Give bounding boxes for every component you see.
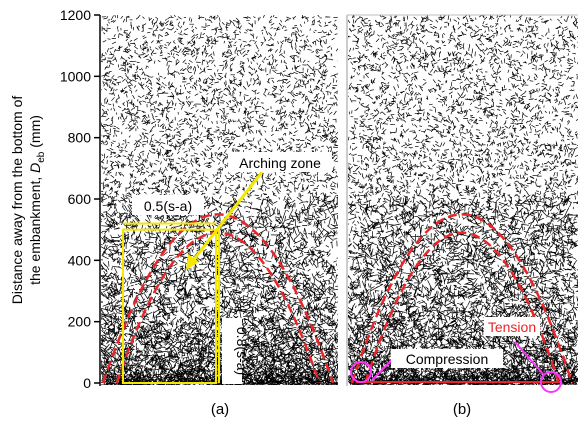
- arch: [101, 213, 335, 384]
- pointer: [371, 359, 393, 381]
- label-box: [228, 152, 332, 172]
- label-sub: eb: [36, 151, 47, 163]
- force-chain-texture: [348, 15, 578, 385]
- marker-circle: [350, 361, 372, 383]
- y-axis-label: the embankment, Deb (mm): [27, 115, 47, 285]
- y-tick-label: 400: [68, 252, 92, 268]
- annotation: Compression: [406, 351, 488, 367]
- y-tick-label: 1200: [60, 7, 91, 23]
- annotation: Tension: [488, 319, 536, 335]
- force-chains-b: [348, 15, 578, 385]
- label-symbol: D: [27, 163, 43, 173]
- label-box: [391, 349, 503, 368]
- zone-arrow: [190, 171, 264, 263]
- arch: [350, 213, 574, 384]
- zone-arrow-head: [186, 254, 199, 270]
- overlay: 0 200 400 600 800 1000 1200 Arching zone 0.5(s-a…: [60, 7, 574, 393]
- y-tick-label: 200: [68, 314, 92, 330]
- label-unit: (mm): [27, 115, 43, 152]
- panel-label: (a): [211, 401, 229, 418]
- y-axis-label: Distance away from the bottom of: [9, 96, 25, 305]
- annotation: Arching zone: [239, 155, 321, 171]
- y-tick-label: 800: [68, 130, 92, 146]
- label-part: the embankment,: [27, 173, 43, 285]
- arching-box: [122, 228, 217, 384]
- y-tick-label: 0: [83, 375, 91, 391]
- marker-circle: [540, 371, 562, 393]
- label-box: [484, 317, 540, 336]
- label-box: [222, 318, 242, 384]
- panel-label: (b): [453, 401, 471, 418]
- annotation: 0.5(s-a): [144, 198, 192, 214]
- pointer: [514, 341, 544, 375]
- annotation: 0.8(s-a): [234, 327, 250, 375]
- y-tick-label: 1000: [60, 68, 91, 84]
- label-box: [132, 195, 204, 215]
- y-tick-label: 600: [68, 191, 92, 207]
- arch: [364, 231, 560, 384]
